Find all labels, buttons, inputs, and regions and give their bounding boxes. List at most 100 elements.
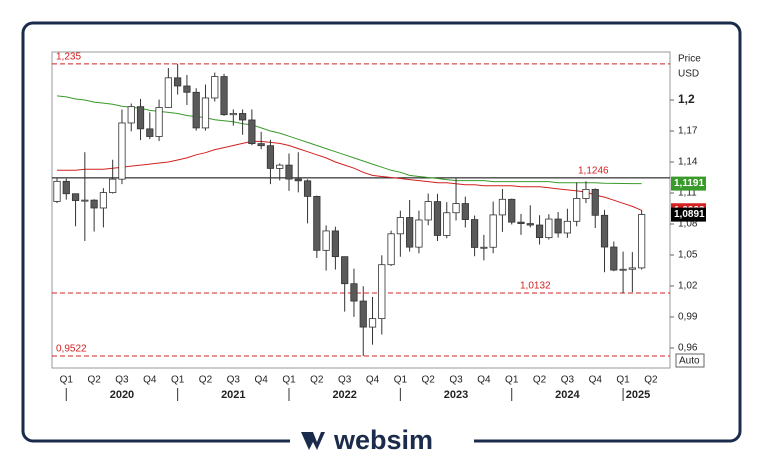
candle-body [118, 122, 126, 180]
year-label: 2023 [444, 389, 468, 401]
year-label: 2022 [332, 389, 356, 401]
candle-body [591, 188, 599, 216]
y-tick-label: 0,99 [678, 312, 698, 323]
candle-body [155, 107, 163, 137]
candle-body [554, 218, 562, 234]
candle-body [201, 97, 210, 129]
y-tick-label: 1,2 [678, 92, 695, 106]
candle-body [406, 217, 414, 248]
moving-average [56, 95, 642, 185]
candle-body [257, 143, 265, 147]
candle-body [220, 76, 228, 116]
candle-body [183, 85, 191, 93]
candle-body [174, 77, 182, 87]
y-tick-label: 1,17 [678, 126, 698, 137]
year-label: 2024 [555, 389, 580, 401]
x-tick-label: Q3 [449, 375, 463, 386]
candle-body [62, 180, 70, 195]
candle-body [452, 203, 460, 214]
x-tick-label: Q2 [87, 375, 101, 386]
candle-body [146, 128, 154, 137]
y-tick-label: 1,05 [678, 250, 698, 261]
x-tick-label: Q4 [143, 375, 157, 386]
candle-body [71, 193, 80, 201]
candle-body [489, 214, 497, 248]
x-tick-label: Q1 [282, 375, 296, 386]
candle-body [359, 300, 367, 328]
candle-body [136, 106, 145, 130]
y-tick-label: 1,11 [678, 188, 697, 199]
candle-body [563, 220, 572, 234]
candle-body [508, 198, 516, 223]
x-tick-label: Q2 [533, 375, 547, 386]
x-tick-label: Q1 [616, 375, 630, 386]
candle-body [109, 178, 117, 193]
x-tick-label: Q4 [589, 375, 603, 386]
x-tick-label: Q1 [60, 375, 74, 386]
x-tick-label: Q3 [115, 375, 129, 386]
auto-label: Auto [679, 356, 700, 367]
candle-body [600, 214, 609, 248]
candle-body [638, 214, 646, 269]
candle-body [192, 91, 200, 129]
candle-body [350, 283, 358, 302]
x-tick-label: Q4 [366, 375, 380, 386]
candle-body [610, 246, 618, 271]
candle-body [341, 256, 349, 285]
auto-button[interactable] [675, 353, 705, 368]
price-tag [671, 176, 706, 191]
price-tag-label: 1,1191 [674, 178, 704, 189]
candle-body [535, 224, 544, 239]
x-tick-label: Q3 [561, 375, 575, 386]
candle-body [517, 221, 525, 224]
y-tick-label: 1,08 [678, 219, 698, 230]
year-label: 2025 [626, 389, 650, 401]
price-tag [671, 207, 706, 222]
year-label: 2021 [221, 389, 245, 401]
candle-body [415, 219, 423, 248]
x-tick-label: Q2 [199, 375, 213, 386]
candle-body [266, 145, 275, 169]
currency-label: USD [678, 69, 699, 80]
candle-body [480, 246, 488, 249]
x-tick-label: Q3 [227, 375, 241, 386]
candle-body [285, 164, 293, 180]
candle-body [229, 113, 237, 116]
x-tick-label: Q2 [644, 375, 658, 386]
candle-body [378, 264, 386, 320]
candle-body [619, 268, 627, 271]
x-tick-label: Q2 [422, 375, 436, 386]
x-tick-label: Q4 [477, 375, 491, 386]
brand-name: websim [333, 425, 433, 455]
brand-icon [301, 432, 325, 450]
level-label: 1,1246 [578, 166, 609, 177]
y-tick-label: 0,96 [678, 343, 698, 354]
candle-body [368, 318, 377, 328]
candle-body [276, 164, 284, 169]
price-tag-label: 1,0891 [674, 209, 705, 220]
candle-body [526, 223, 534, 226]
candle-body [582, 188, 590, 199]
candle-body [90, 199, 98, 209]
candle-body [238, 113, 247, 121]
candle-body [470, 219, 479, 248]
moving-average [57, 140, 642, 211]
x-tick-label: Q1 [171, 375, 185, 386]
y-tick-label: 1,02 [678, 281, 698, 292]
candle-body [248, 119, 256, 145]
x-tick-label: Q3 [338, 375, 352, 386]
candle-body [443, 212, 451, 236]
candle-body [81, 199, 89, 202]
candle-body [545, 218, 553, 239]
candle-body [303, 180, 312, 197]
x-tick-label: Q2 [310, 375, 324, 386]
level-label: 1,0132 [520, 281, 551, 292]
x-tick-label: Q1 [394, 375, 408, 386]
price-label: Price [678, 54, 701, 65]
level-label: 1,235 [56, 52, 81, 63]
candle-body [461, 203, 469, 220]
candle-body [294, 178, 302, 182]
candle-body [424, 201, 432, 221]
candle-body [164, 77, 172, 108]
